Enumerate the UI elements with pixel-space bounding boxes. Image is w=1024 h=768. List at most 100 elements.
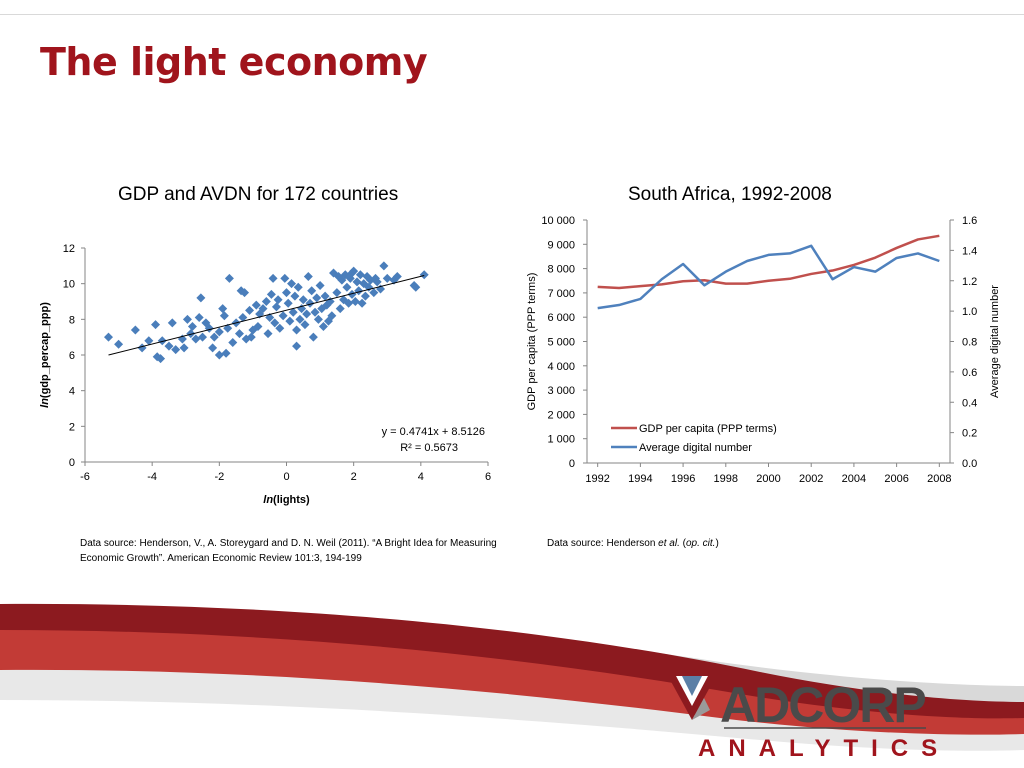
- right-source-prefix: Data source: Henderson: [547, 538, 659, 549]
- left-y-tick-label: 5 000: [547, 337, 575, 349]
- scatter-point: [187, 321, 197, 331]
- scatter-point: [382, 273, 392, 283]
- line-chart: 0 1 000 2 000 3 000 4 000 5 000 6 000 7 000 8 00…: [526, 215, 1001, 485]
- left-y-tick-label: 6 000: [547, 312, 575, 324]
- scatter-point: [292, 341, 302, 351]
- scatter-point: [372, 277, 382, 287]
- y-tick-label: 10: [63, 279, 75, 291]
- x-tick-label: 2006: [884, 473, 908, 485]
- scatter-chart-title: GDP and AVDN for 172 countries: [118, 184, 399, 205]
- x-tick-label: 4: [418, 471, 424, 483]
- scatter-point: [268, 273, 278, 283]
- x-axis-label-text: (lights): [273, 494, 310, 506]
- scatter-point: [164, 341, 174, 351]
- scatter-point: [292, 325, 302, 335]
- scatter-point: [322, 300, 332, 310]
- scatter-point: [327, 311, 337, 321]
- scatter-chart: 0 2 4 6 8 10 12 -6 -4 -2 0 2 4 6 y = 0.4741x + 8.5126 R…: [39, 243, 491, 506]
- scatter-point: [253, 321, 263, 331]
- scatter-point: [209, 332, 219, 342]
- scatter-point: [285, 316, 295, 326]
- x-tick-label: 2: [351, 471, 357, 483]
- scatter-point: [344, 298, 354, 308]
- x-tick-label: 1996: [671, 473, 695, 485]
- trendline: [108, 275, 425, 356]
- scatter-point: [104, 332, 114, 342]
- left-y-tick-label: 7 000: [547, 288, 575, 300]
- x-tick-label: 1998: [714, 473, 738, 485]
- line-chart-title: South Africa, 1992-2008: [628, 184, 832, 205]
- scatter-point: [312, 293, 322, 303]
- right-y-tick-label: 0.8: [962, 337, 977, 349]
- x-axis-label: ln(lights): [263, 494, 310, 506]
- scatter-point: [258, 304, 268, 314]
- scatter-point: [130, 325, 140, 335]
- scatter-point: [307, 286, 317, 296]
- scatter-point: [228, 338, 238, 348]
- right-y-tick-label: 1.4: [962, 245, 977, 257]
- scatter-point: [278, 311, 288, 321]
- scatter-point: [114, 339, 124, 349]
- scatter-point: [266, 289, 276, 299]
- scatter-point: [334, 272, 344, 282]
- x-axis-label-ln: ln: [263, 494, 273, 506]
- left-y-tick-label: 4 000: [547, 361, 575, 373]
- right-y-tick-label: 1.2: [962, 276, 977, 288]
- scatter-point: [310, 307, 320, 317]
- scatter-point: [352, 277, 362, 287]
- scatter-point: [355, 270, 365, 280]
- scatter-point: [290, 291, 300, 301]
- scatter-point: [251, 300, 261, 310]
- right-y-tick-label: 1.0: [962, 306, 977, 318]
- legend-label: Average digital number: [639, 442, 752, 454]
- scatter-point: [347, 289, 357, 299]
- scatter-point: [332, 288, 342, 298]
- scatter-point: [265, 313, 275, 323]
- scatter-point: [295, 314, 305, 324]
- scatter-point: [214, 350, 224, 360]
- scatter-point: [156, 354, 166, 364]
- y-tick-label: 4: [69, 386, 75, 398]
- scatter-point: [303, 272, 313, 282]
- scatter-point: [182, 314, 192, 324]
- scatter-point: [248, 325, 258, 335]
- scatter-point: [171, 345, 181, 355]
- x-tick-label: 2008: [927, 473, 951, 485]
- gdp-series-line: [597, 234, 940, 290]
- scatter-point: [298, 295, 308, 305]
- scatter-point: [144, 336, 154, 346]
- scatter-point: [219, 311, 229, 321]
- left-y-tick-label: 3 000: [547, 385, 575, 397]
- right-y-tick-label: 0.2: [962, 428, 977, 440]
- scatter-point: [318, 321, 328, 331]
- trendline-equation: y = 0.4741x + 8.5126: [382, 426, 485, 438]
- scatter-point: [342, 282, 352, 292]
- left-y-tick-label: 1 000: [547, 434, 575, 446]
- x-tick-label: 1994: [628, 473, 652, 485]
- scatter-point: [347, 268, 357, 278]
- scatter-point: [179, 343, 189, 353]
- scatter-point: [419, 270, 429, 280]
- scatter-point: [194, 313, 204, 323]
- scatter-point: [288, 307, 298, 317]
- scatter-point: [360, 291, 370, 301]
- scatter-point: [275, 323, 285, 333]
- x-tick-label: 1992: [585, 473, 609, 485]
- scatter-point: [270, 318, 280, 328]
- y-axis-label-text: (gdp_percap_ppp): [39, 302, 51, 398]
- scatter-point: [191, 334, 201, 344]
- right-y-axis-label: Average digital number: [989, 285, 1001, 398]
- left-y-tick-label: 0: [569, 458, 575, 470]
- scatter-point: [282, 288, 291, 298]
- scatter-point: [357, 298, 367, 308]
- y-tick-label: 8: [69, 314, 75, 326]
- scatter-point: [263, 329, 273, 339]
- scatter-point: [246, 332, 256, 342]
- scatter-point: [273, 295, 283, 305]
- x-tick-label: -4: [147, 471, 157, 483]
- right-y-tick-label: 0.4: [962, 397, 977, 409]
- y-tick-label: 12: [63, 243, 75, 255]
- legend-label: GDP per capita (PPP terms): [639, 423, 777, 435]
- scatter-point: [379, 261, 389, 271]
- scatter-point: [224, 273, 234, 283]
